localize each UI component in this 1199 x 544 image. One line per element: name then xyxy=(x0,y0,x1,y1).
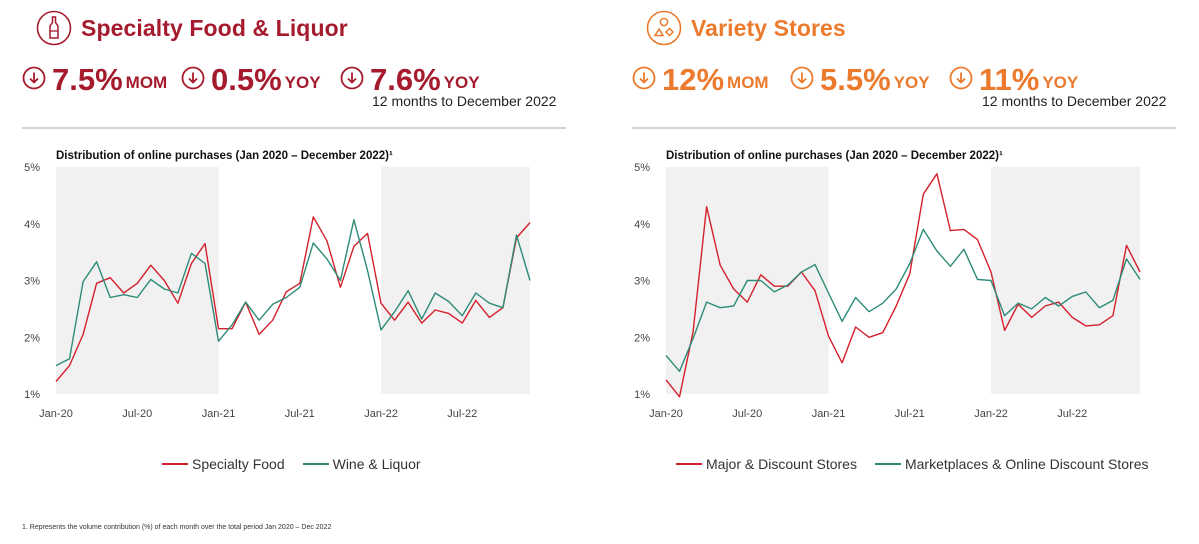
series-line-1 xyxy=(665,228,1141,373)
legend-label: Specialty Food xyxy=(192,456,285,472)
metric-yoy: 0.5% YOY xyxy=(181,60,321,100)
metric-unit: YOY xyxy=(893,73,930,92)
metric-yoy-12-months: 11% YOY xyxy=(949,60,1078,100)
legend-swatch xyxy=(302,463,329,465)
x-tick-label: Jan-20 xyxy=(649,408,683,420)
x-tick-label: Jul-20 xyxy=(732,408,762,420)
divider xyxy=(22,127,566,129)
x-tick-label: Jul-22 xyxy=(447,408,477,420)
x-tick-label: Jul-20 xyxy=(122,408,152,420)
legend-swatch xyxy=(676,463,702,465)
panel-header: Variety Stores xyxy=(646,8,846,48)
shaded-period xyxy=(991,167,1140,394)
specialty-food-liquor-panel: Specialty Food & Liquor 7.5% MOM 0.5% YO… xyxy=(22,0,582,500)
chart-title: Distribution of online purchases (Jan 20… xyxy=(56,150,393,162)
chart-specialty-food-liquor: Distribution of online purchases (Jan 20… xyxy=(24,150,531,420)
metric-value: 11% xyxy=(979,62,1040,97)
x-tick-label: Jan-20 xyxy=(39,408,73,420)
x-tick-label: Jul-22 xyxy=(1057,408,1087,420)
metric-value: 12% xyxy=(662,62,725,97)
metric-unit: YOY xyxy=(1042,73,1079,92)
metric-unit: MOM xyxy=(125,73,168,92)
legend-label: Marketplaces & Online Discount Stores xyxy=(904,456,1149,472)
chart-title: Distribution of online purchases (Jan 20… xyxy=(666,150,1003,162)
series-line-0 xyxy=(55,216,531,382)
metric-unit: YOY xyxy=(443,73,480,92)
metric-value: 0.5% xyxy=(211,62,282,97)
metric-value: 5.5% xyxy=(820,62,891,97)
bottle-icon xyxy=(36,10,72,46)
legend-swatch xyxy=(162,463,188,465)
legend-swatch xyxy=(874,463,901,465)
metric-yoy: 5.5% YOY xyxy=(790,60,930,100)
x-tick-label: Jan-21 xyxy=(812,408,846,420)
series-line-1 xyxy=(55,219,531,367)
chart-legend: Specialty Food Wine & Liquor xyxy=(162,456,439,472)
x-tick-label: Jul-21 xyxy=(895,408,925,420)
y-tick-label: 4% xyxy=(634,219,650,231)
down-arrow-icon xyxy=(181,66,205,90)
shaded-period xyxy=(381,167,530,394)
metric-unit: YOY xyxy=(284,73,321,92)
y-tick-label: 1% xyxy=(634,389,650,401)
metric-value: 7.6% xyxy=(370,62,441,97)
y-tick-label: 3% xyxy=(24,276,40,288)
legend-item-marketplaces: Marketplaces & Online Discount Stores xyxy=(874,456,1149,472)
x-tick-label: Jul-21 xyxy=(285,408,315,420)
metrics-row: 12% MOM 5.5% YOY 11% YOY 12 months to De… xyxy=(632,60,1192,110)
metrics-row: 7.5% MOM 0.5% YOY 7.6% YOY 12 months to … xyxy=(22,60,582,110)
y-tick-label: 4% xyxy=(24,219,40,231)
panel-header: Specialty Food & Liquor xyxy=(36,8,348,48)
y-tick-label: 2% xyxy=(24,332,40,344)
legend-label: Wine & Liquor xyxy=(332,456,421,472)
divider xyxy=(632,127,1176,129)
x-tick-label: Jan-22 xyxy=(364,408,398,420)
y-tick-label: 2% xyxy=(634,332,650,344)
legend-item-specialty-food: Specialty Food xyxy=(162,456,285,472)
metric-value: 7.5% xyxy=(52,62,123,97)
shapes-icon xyxy=(646,10,682,46)
metric-unit: MOM xyxy=(727,73,769,92)
y-tick-label: 3% xyxy=(634,276,650,288)
legend-item-wine-liquor: Wine & Liquor xyxy=(302,456,421,472)
metric-note: 12 months to December 2022 xyxy=(982,93,1167,109)
down-arrow-icon xyxy=(632,66,656,90)
metric-note: 12 months to December 2022 xyxy=(372,93,557,109)
panel-title: Specialty Food & Liquor xyxy=(81,14,348,41)
metric-mom: 12% MOM xyxy=(632,60,769,100)
legend-item-major-discount: Major & Discount Stores xyxy=(676,456,857,472)
metric-mom: 7.5% MOM xyxy=(22,60,167,100)
chart-variety-stores: Distribution of online purchases (Jan 20… xyxy=(634,150,1141,420)
y-tick-label: 5% xyxy=(24,162,40,174)
y-tick-label: 5% xyxy=(634,162,650,174)
chart-legend: Major & Discount Stores Marketplaces & O… xyxy=(676,456,1167,472)
shaded-period xyxy=(56,167,219,394)
footnote: 1. Represents the volume contribution (%… xyxy=(22,524,332,531)
x-tick-label: Jan-21 xyxy=(202,408,236,420)
down-arrow-icon xyxy=(22,66,46,90)
x-tick-label: Jan-22 xyxy=(974,408,1008,420)
panel-title: Variety Stores xyxy=(691,14,846,41)
metric-yoy-12-months: 7.6% YOY xyxy=(340,60,480,100)
down-arrow-icon xyxy=(949,66,973,90)
variety-stores-panel: Variety Stores 12% MOM 5.5% YOY 11% YOY … xyxy=(632,0,1192,500)
y-tick-label: 1% xyxy=(24,389,40,401)
down-arrow-icon xyxy=(790,66,814,90)
down-arrow-icon xyxy=(340,66,364,90)
legend-label: Major & Discount Stores xyxy=(706,456,857,472)
